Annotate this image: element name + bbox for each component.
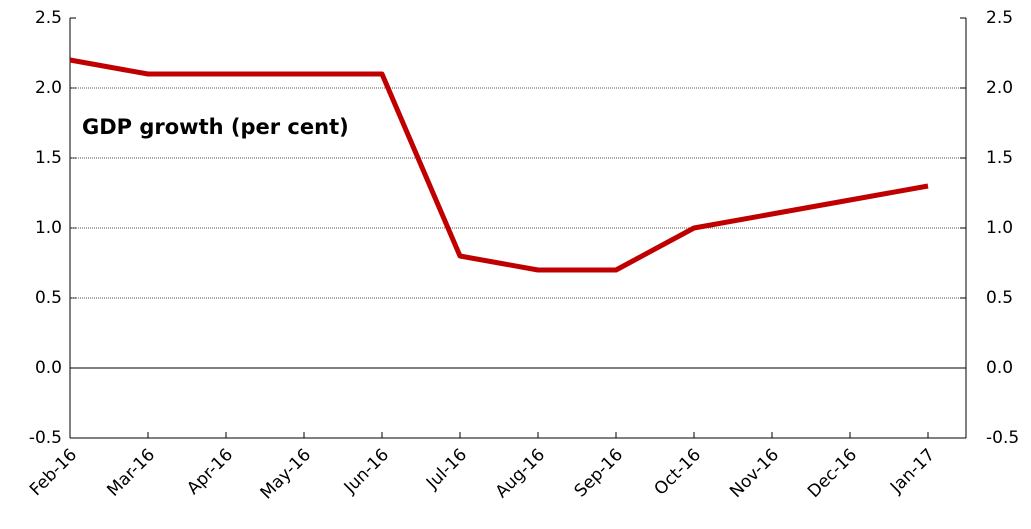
y-tick-label: 2.0	[35, 78, 62, 98]
y2-tick-label: 0.5	[986, 288, 1013, 308]
x-tick-label: Jun-16	[340, 445, 393, 498]
y-tick-label: 0.0	[35, 358, 62, 378]
x-tick-label: Sep-16	[571, 445, 627, 501]
x-tick-label: Nov-16	[726, 445, 783, 502]
y-tick-label: 2.5	[35, 8, 62, 28]
x-tick-label: Jan-17	[886, 445, 939, 498]
y2-tick-label: 2.5	[986, 8, 1013, 28]
y2-tick-label: -0.5	[986, 428, 1019, 448]
y2-tick-label: 0.0	[986, 358, 1013, 378]
x-tick-label: May-16	[257, 445, 315, 503]
chart-title: GDP growth (per cent)	[82, 115, 349, 139]
y-tick-label: -0.5	[29, 428, 62, 448]
x-tick-label: Oct-16	[651, 445, 706, 500]
x-tick-label: Aug-16	[492, 445, 549, 502]
y2-tick-label: 1.5	[986, 148, 1013, 168]
y-tick-label: 1.5	[35, 148, 62, 168]
y-tick-label: 1.0	[35, 218, 62, 238]
x-tick-label: Feb-16	[26, 445, 81, 500]
x-tick-label: Dec-16	[804, 445, 861, 502]
data-line	[69, 57, 929, 273]
x-tick-label: Apr-16	[183, 445, 237, 499]
y-tick-label: 0.5	[35, 288, 62, 308]
y2-tick-label: 1.0	[986, 218, 1013, 238]
x-tick-label: Jul-16	[422, 445, 471, 494]
x-tick-label: Mar-16	[103, 445, 159, 501]
y2-tick-label: 2.0	[986, 78, 1013, 98]
